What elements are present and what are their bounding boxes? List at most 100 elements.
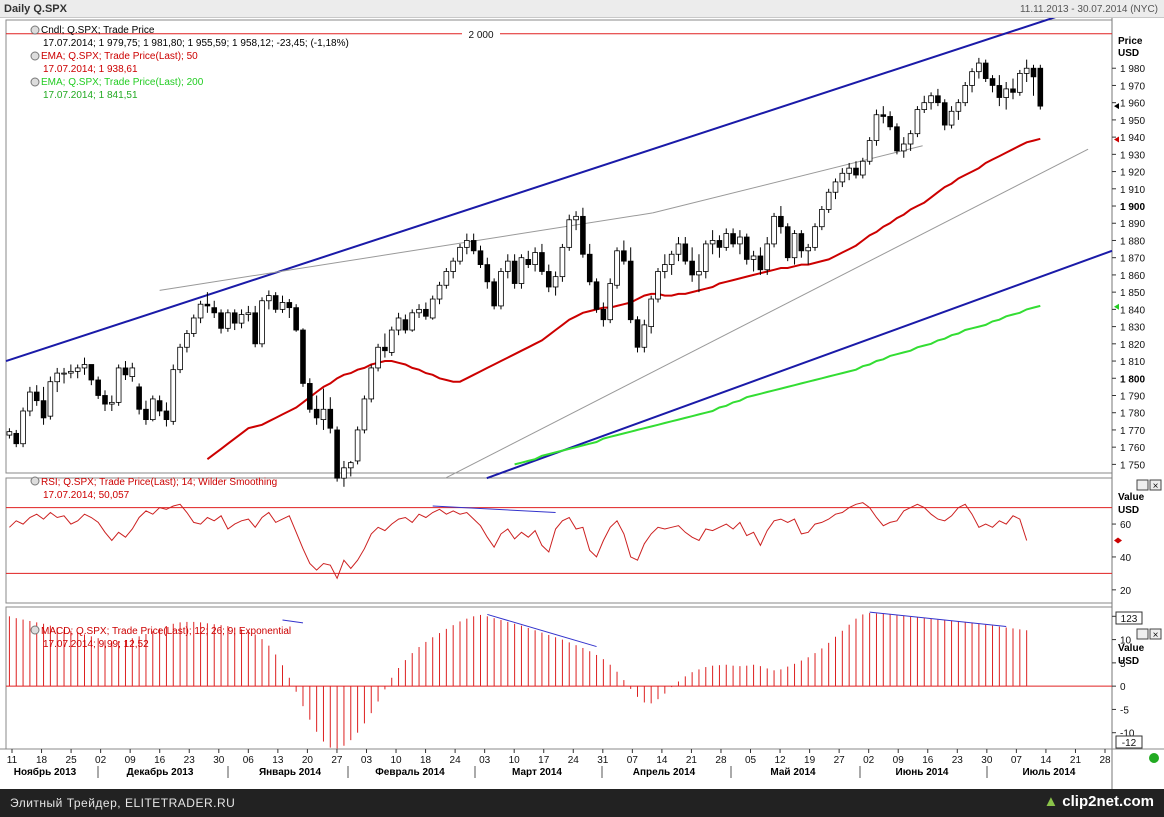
candle[interactable] bbox=[416, 304, 422, 318]
candle[interactable] bbox=[586, 243, 593, 286]
candle[interactable] bbox=[784, 223, 791, 262]
candle[interactable] bbox=[313, 395, 320, 425]
candle[interactable] bbox=[928, 92, 934, 110]
candle[interactable] bbox=[272, 292, 279, 313]
candle[interactable] bbox=[1010, 78, 1016, 100]
candle[interactable] bbox=[832, 178, 839, 200]
candle[interactable] bbox=[941, 99, 948, 131]
candle[interactable] bbox=[887, 111, 893, 131]
candle[interactable] bbox=[122, 361, 129, 380]
candle[interactable] bbox=[668, 250, 675, 275]
candle[interactable] bbox=[395, 312, 402, 336]
candle[interactable] bbox=[750, 250, 757, 272]
candle[interactable] bbox=[102, 390, 108, 411]
candle[interactable] bbox=[621, 240, 627, 265]
candle[interactable] bbox=[190, 314, 197, 337]
candle[interactable] bbox=[279, 295, 286, 313]
candle[interactable] bbox=[95, 376, 101, 399]
candle[interactable] bbox=[559, 243, 566, 282]
candle[interactable] bbox=[798, 230, 805, 258]
candle[interactable] bbox=[600, 302, 607, 327]
candle[interactable] bbox=[948, 106, 955, 129]
candle[interactable] bbox=[1003, 82, 1009, 110]
candle[interactable] bbox=[211, 300, 218, 318]
candle[interactable] bbox=[423, 302, 429, 320]
macd-legend-settings-icon[interactable] bbox=[30, 625, 40, 635]
candle[interactable] bbox=[170, 364, 177, 425]
legend-settings-icon[interactable] bbox=[30, 51, 40, 61]
candle[interactable] bbox=[450, 257, 456, 279]
candle[interactable] bbox=[989, 75, 996, 93]
candle[interactable] bbox=[771, 212, 777, 248]
candle[interactable] bbox=[894, 123, 900, 155]
candle[interactable] bbox=[757, 247, 764, 275]
candle[interactable] bbox=[136, 383, 142, 415]
candle[interactable] bbox=[675, 237, 682, 262]
candle[interactable] bbox=[61, 367, 67, 384]
candle[interactable] bbox=[149, 395, 156, 422]
candle[interactable] bbox=[662, 254, 668, 279]
candle[interactable] bbox=[300, 328, 306, 387]
candle[interactable] bbox=[778, 206, 784, 234]
candle[interactable] bbox=[464, 233, 470, 255]
candle[interactable] bbox=[197, 300, 204, 324]
candle[interactable] bbox=[88, 364, 95, 386]
candle[interactable] bbox=[969, 68, 975, 93]
candle[interactable] bbox=[825, 188, 832, 213]
candle[interactable] bbox=[511, 254, 518, 289]
candle[interactable] bbox=[627, 247, 634, 324]
candle[interactable] bbox=[730, 228, 736, 248]
candle[interactable] bbox=[532, 247, 538, 272]
candle[interactable] bbox=[737, 230, 743, 255]
candle[interactable] bbox=[245, 305, 252, 322]
candle[interactable] bbox=[764, 237, 771, 275]
candle[interactable] bbox=[54, 367, 60, 393]
candle[interactable] bbox=[900, 137, 907, 158]
rsi-panel-close-button[interactable] bbox=[1149, 479, 1162, 491]
legend-settings-icon[interactable] bbox=[30, 77, 40, 87]
candle[interactable] bbox=[1017, 69, 1023, 96]
candle[interactable] bbox=[436, 281, 443, 305]
candle[interactable] bbox=[6, 428, 13, 439]
candle[interactable] bbox=[805, 243, 811, 265]
chart-canvas[interactable]: 2 000 1 980 1 970 1 960 1 950 1 940 1 930 1 920… bbox=[0, 18, 1164, 789]
candle[interactable] bbox=[1030, 64, 1037, 96]
candle[interactable] bbox=[655, 268, 661, 303]
candle[interactable] bbox=[402, 314, 409, 334]
candle[interactable] bbox=[819, 206, 825, 231]
candle[interactable] bbox=[81, 357, 88, 375]
candle[interactable] bbox=[109, 395, 115, 411]
candle[interactable] bbox=[607, 278, 613, 324]
candle[interactable] bbox=[68, 364, 74, 379]
candle[interactable] bbox=[347, 460, 354, 477]
legend-settings-icon[interactable] bbox=[30, 25, 40, 35]
candle[interactable] bbox=[327, 397, 334, 434]
candle[interactable] bbox=[982, 59, 989, 83]
candle[interactable] bbox=[388, 326, 395, 356]
candle[interactable] bbox=[225, 309, 231, 332]
candle[interactable] bbox=[935, 88, 941, 107]
candle[interactable] bbox=[47, 376, 54, 420]
candle[interactable] bbox=[252, 305, 258, 348]
candle[interactable] bbox=[593, 278, 600, 313]
candle[interactable] bbox=[921, 95, 928, 114]
candle[interactable] bbox=[115, 364, 122, 406]
candle[interactable] bbox=[689, 247, 695, 282]
candle[interactable] bbox=[682, 237, 689, 265]
candle[interactable] bbox=[33, 385, 40, 406]
candle[interactable] bbox=[238, 309, 245, 329]
candle[interactable] bbox=[204, 292, 211, 313]
candle[interactable] bbox=[580, 207, 586, 258]
candle[interactable] bbox=[307, 378, 313, 413]
candle[interactable] bbox=[634, 316, 641, 353]
candle[interactable] bbox=[539, 243, 545, 275]
candle[interactable] bbox=[27, 386, 33, 417]
candle[interactable] bbox=[812, 223, 818, 251]
candle[interactable] bbox=[40, 386, 47, 425]
candle[interactable] bbox=[866, 137, 873, 165]
candle[interactable] bbox=[13, 429, 20, 448]
candle[interactable] bbox=[853, 161, 859, 179]
candle[interactable] bbox=[334, 426, 340, 482]
candle[interactable] bbox=[648, 295, 654, 334]
candle[interactable] bbox=[361, 395, 368, 434]
